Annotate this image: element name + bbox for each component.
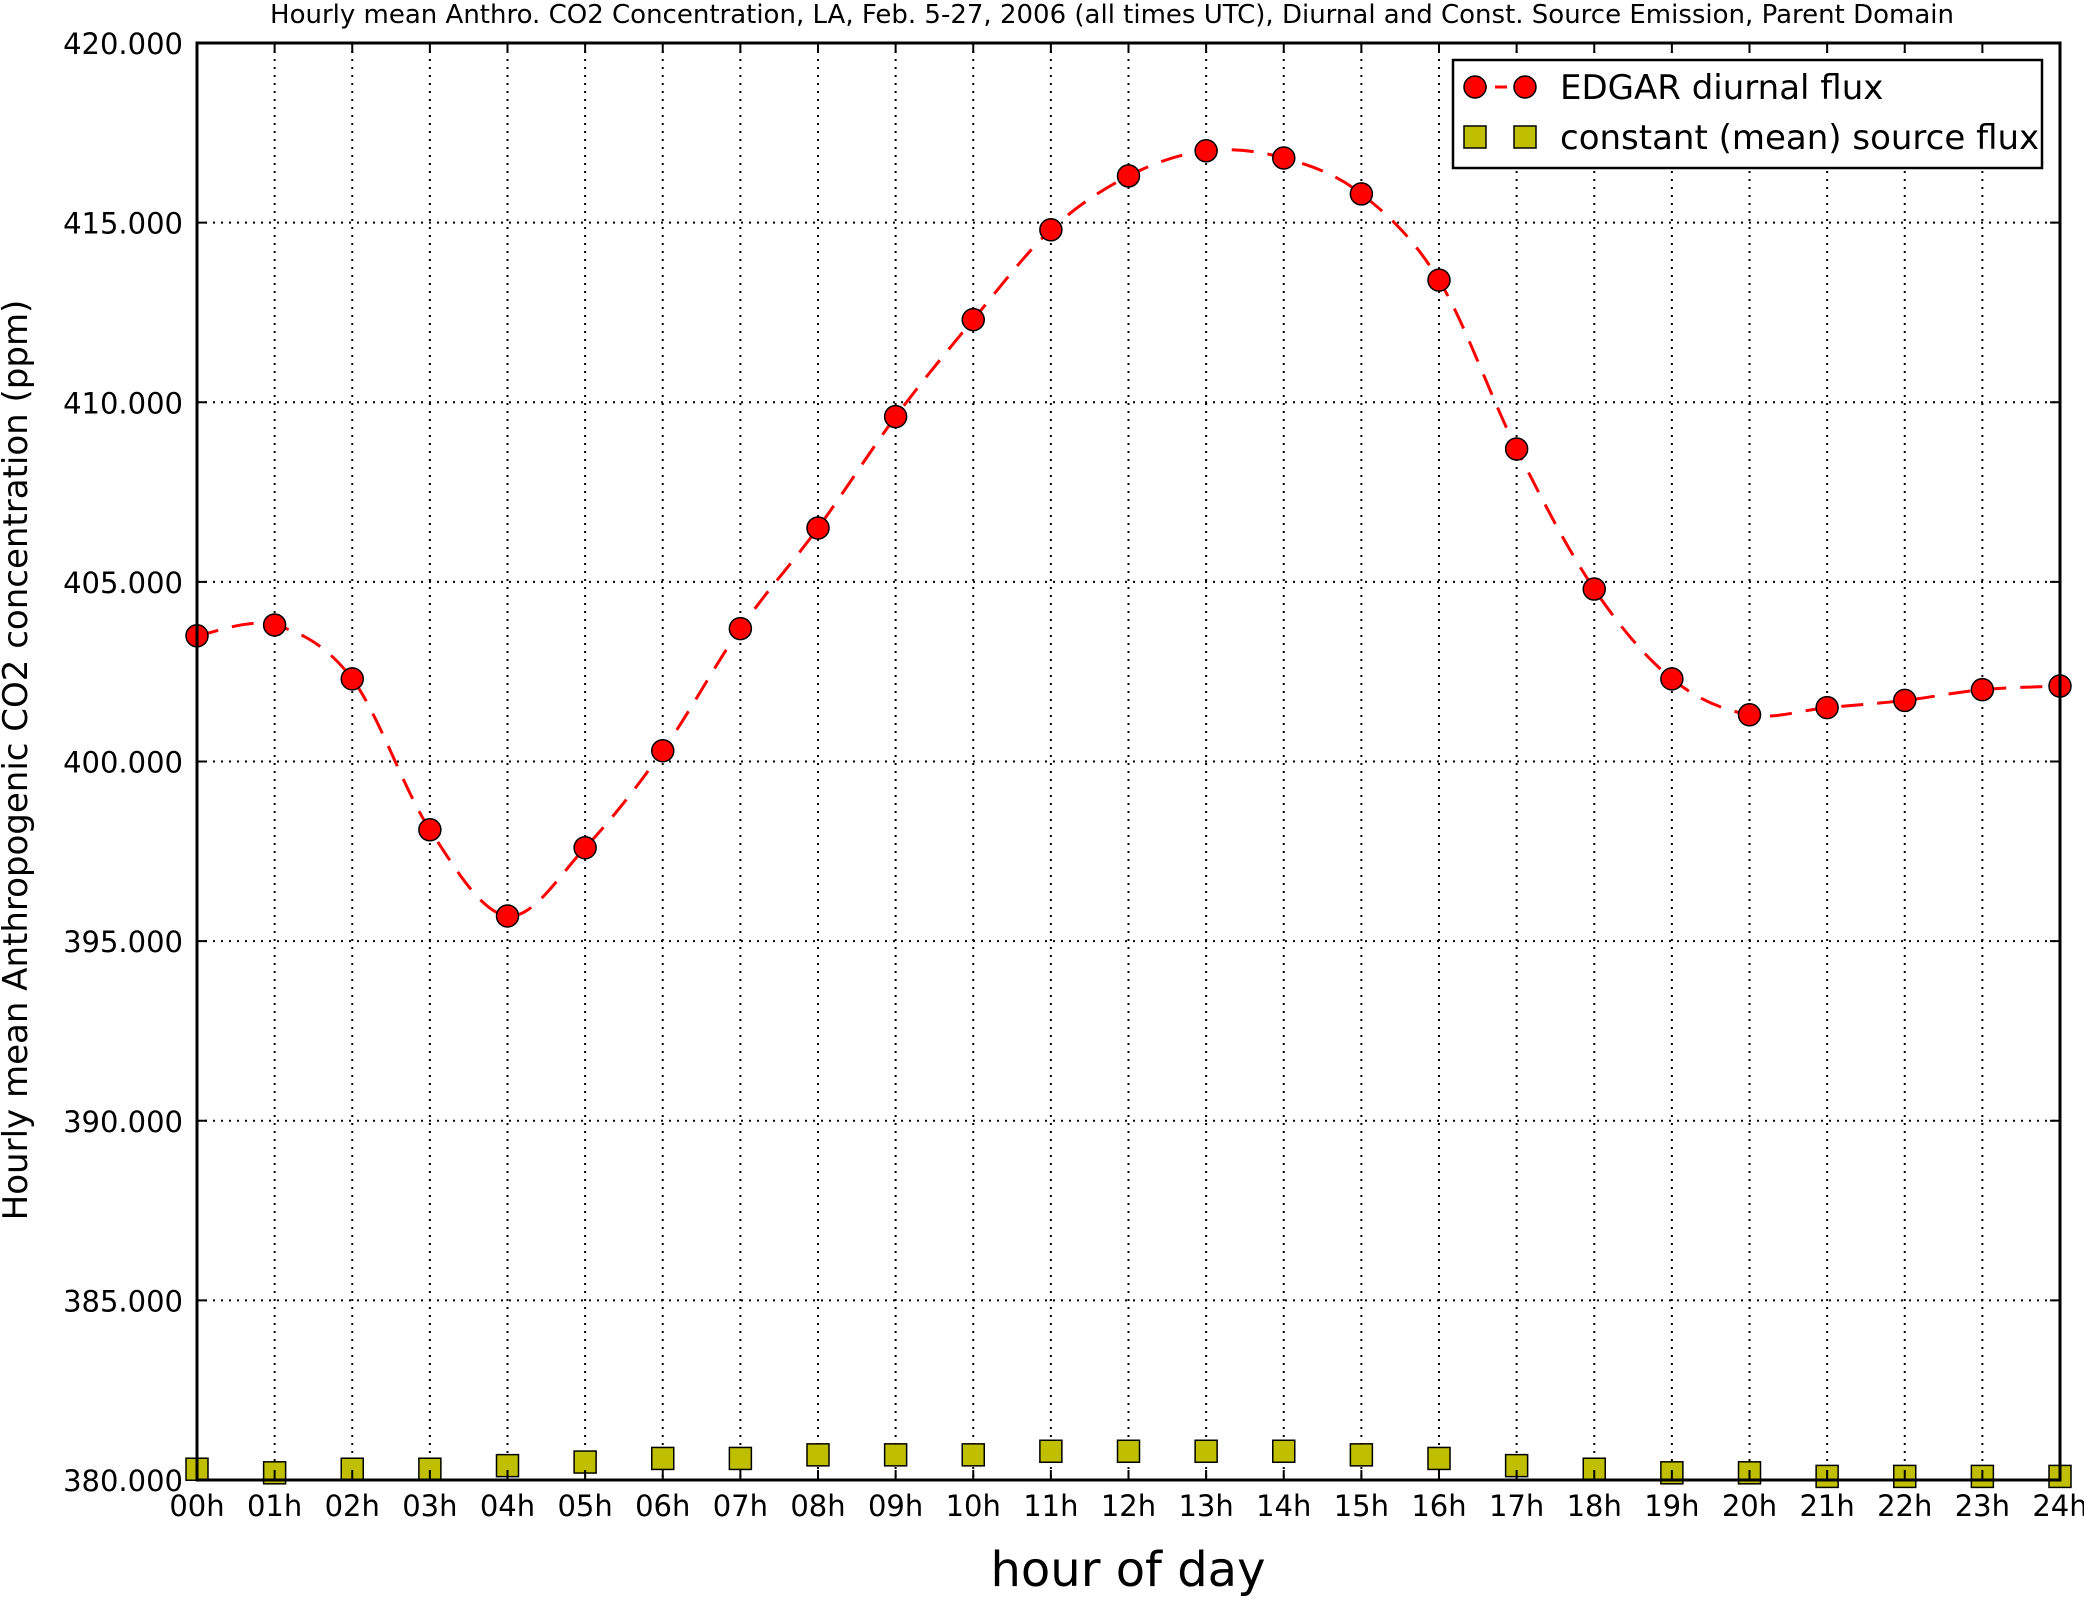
series-line-edgar	[196, 148, 2061, 918]
data-point-constant	[728, 1446, 753, 1471]
data-point-edgar	[1427, 268, 1451, 292]
data-point-constant	[1116, 1439, 1141, 1464]
data-point-edgar	[728, 616, 753, 641]
data-point-edgar	[1582, 577, 1606, 601]
data-point-edgar	[573, 835, 597, 860]
data-point-edgar	[418, 818, 442, 842]
data-point-constant	[883, 1443, 908, 1467]
x-tick-label: 06h	[635, 1489, 690, 1523]
data-point-edgar	[1039, 218, 1063, 242]
legend-marker-edgar	[1463, 75, 1487, 99]
legend-marker-constant	[1463, 125, 1487, 149]
x-tick-label: 05h	[557, 1489, 612, 1523]
data-point-edgar	[1194, 139, 1218, 163]
data-point-edgar	[651, 738, 675, 763]
x-tick-label: 10h	[946, 1489, 1001, 1523]
data-point-edgar	[1272, 146, 1296, 170]
data-point-edgar	[1737, 703, 1762, 727]
x-tick-label: 04h	[480, 1489, 535, 1523]
series-lines	[196, 148, 2061, 918]
x-tick-label: 08h	[790, 1489, 845, 1523]
legend-label-edgar: EDGAR diurnal flux	[1560, 68, 1883, 108]
data-point-edgar	[961, 307, 985, 332]
x-tick-label: 15h	[1334, 1489, 1389, 1523]
y-tick-label: 410.000	[63, 386, 183, 420]
x-tick-label: 18h	[1567, 1489, 1622, 1523]
x-tick-label: 02h	[325, 1489, 380, 1523]
data-point-edgar	[1349, 182, 1374, 206]
tick-labels: 00h 01h 02h 03h 04h 05h 06h 07h 08h 09h 10h 11h 12h 1…	[63, 27, 2084, 1523]
y-tick-label: 415.000	[63, 207, 183, 241]
data-point-constant	[806, 1443, 830, 1467]
y-axis-label: Hourly mean Anthropogenic CO2 concentrat…	[0, 300, 36, 1221]
y-tick-label: 395.000	[63, 925, 183, 959]
data-point-constant	[961, 1443, 985, 1467]
x-tick-label: 22h	[1877, 1489, 1932, 1523]
x-tick-label: 03h	[402, 1489, 457, 1523]
legend: EDGAR diurnal flux constant (mean) sourc…	[1451, 58, 2044, 170]
data-point-edgar	[806, 516, 830, 540]
x-tick-label: 00h	[169, 1489, 224, 1523]
x-tick-label: 14h	[1256, 1489, 1311, 1523]
grid	[197, 43, 2060, 1480]
ticks	[196, 42, 2061, 1481]
x-tick-label: 24h	[2032, 1489, 2084, 1523]
x-tick-label: 11h	[1023, 1489, 1078, 1523]
data-point-constant	[1349, 1443, 1374, 1467]
data-point-edgar	[1504, 437, 1529, 461]
x-tick-label: 01h	[247, 1489, 302, 1523]
data-point-constant	[1194, 1439, 1218, 1464]
legend-marker-edgar	[1513, 75, 1537, 99]
x-tick-label: 13h	[1178, 1489, 1233, 1523]
y-tick-label: 390.000	[63, 1105, 183, 1139]
data-point-constant	[1427, 1446, 1451, 1471]
y-tick-label: 380.000	[63, 1464, 183, 1498]
y-tick-label: 400.000	[63, 746, 183, 780]
legend-label-constant: constant (mean) source flux	[1560, 118, 2039, 158]
x-tick-label: 23h	[1955, 1489, 2010, 1523]
chart-title: Hourly mean Anthro. CO2 Concentration, L…	[270, 0, 1954, 30]
y-tick-label: 405.000	[63, 566, 183, 600]
data-point-edgar	[1893, 688, 1917, 713]
data-point-edgar	[262, 613, 287, 637]
x-tick-label: 21h	[1799, 1489, 1854, 1523]
x-tick-label: 09h	[868, 1489, 923, 1523]
data-point-constant	[651, 1446, 675, 1471]
data-point-constant	[1039, 1439, 1063, 1464]
x-tick-label: 20h	[1722, 1489, 1777, 1523]
legend-box	[1451, 58, 2044, 170]
data-point-edgar	[1116, 164, 1141, 188]
y-tick-label: 420.000	[63, 27, 183, 61]
x-tick-label: 12h	[1101, 1489, 1156, 1523]
data-point-constant	[573, 1450, 597, 1474]
x-axis-label: hour of day	[990, 1542, 1265, 1598]
x-tick-label: 16h	[1411, 1489, 1466, 1523]
x-tick-label: 07h	[713, 1489, 768, 1523]
x-tick-label: 17h	[1489, 1489, 1544, 1523]
data-point-edgar	[495, 904, 520, 928]
data-point-edgar	[883, 404, 908, 429]
data-point-constant	[1272, 1439, 1296, 1464]
data-point-edgar	[1815, 695, 1839, 720]
data-point-edgar	[1660, 667, 1684, 691]
x-tick-label: 19h	[1644, 1489, 1699, 1523]
y-tick-label: 385.000	[63, 1284, 183, 1318]
data-point-edgar	[340, 667, 364, 691]
legend-marker-constant	[1513, 125, 1537, 149]
data-point-edgar	[1970, 677, 1995, 702]
